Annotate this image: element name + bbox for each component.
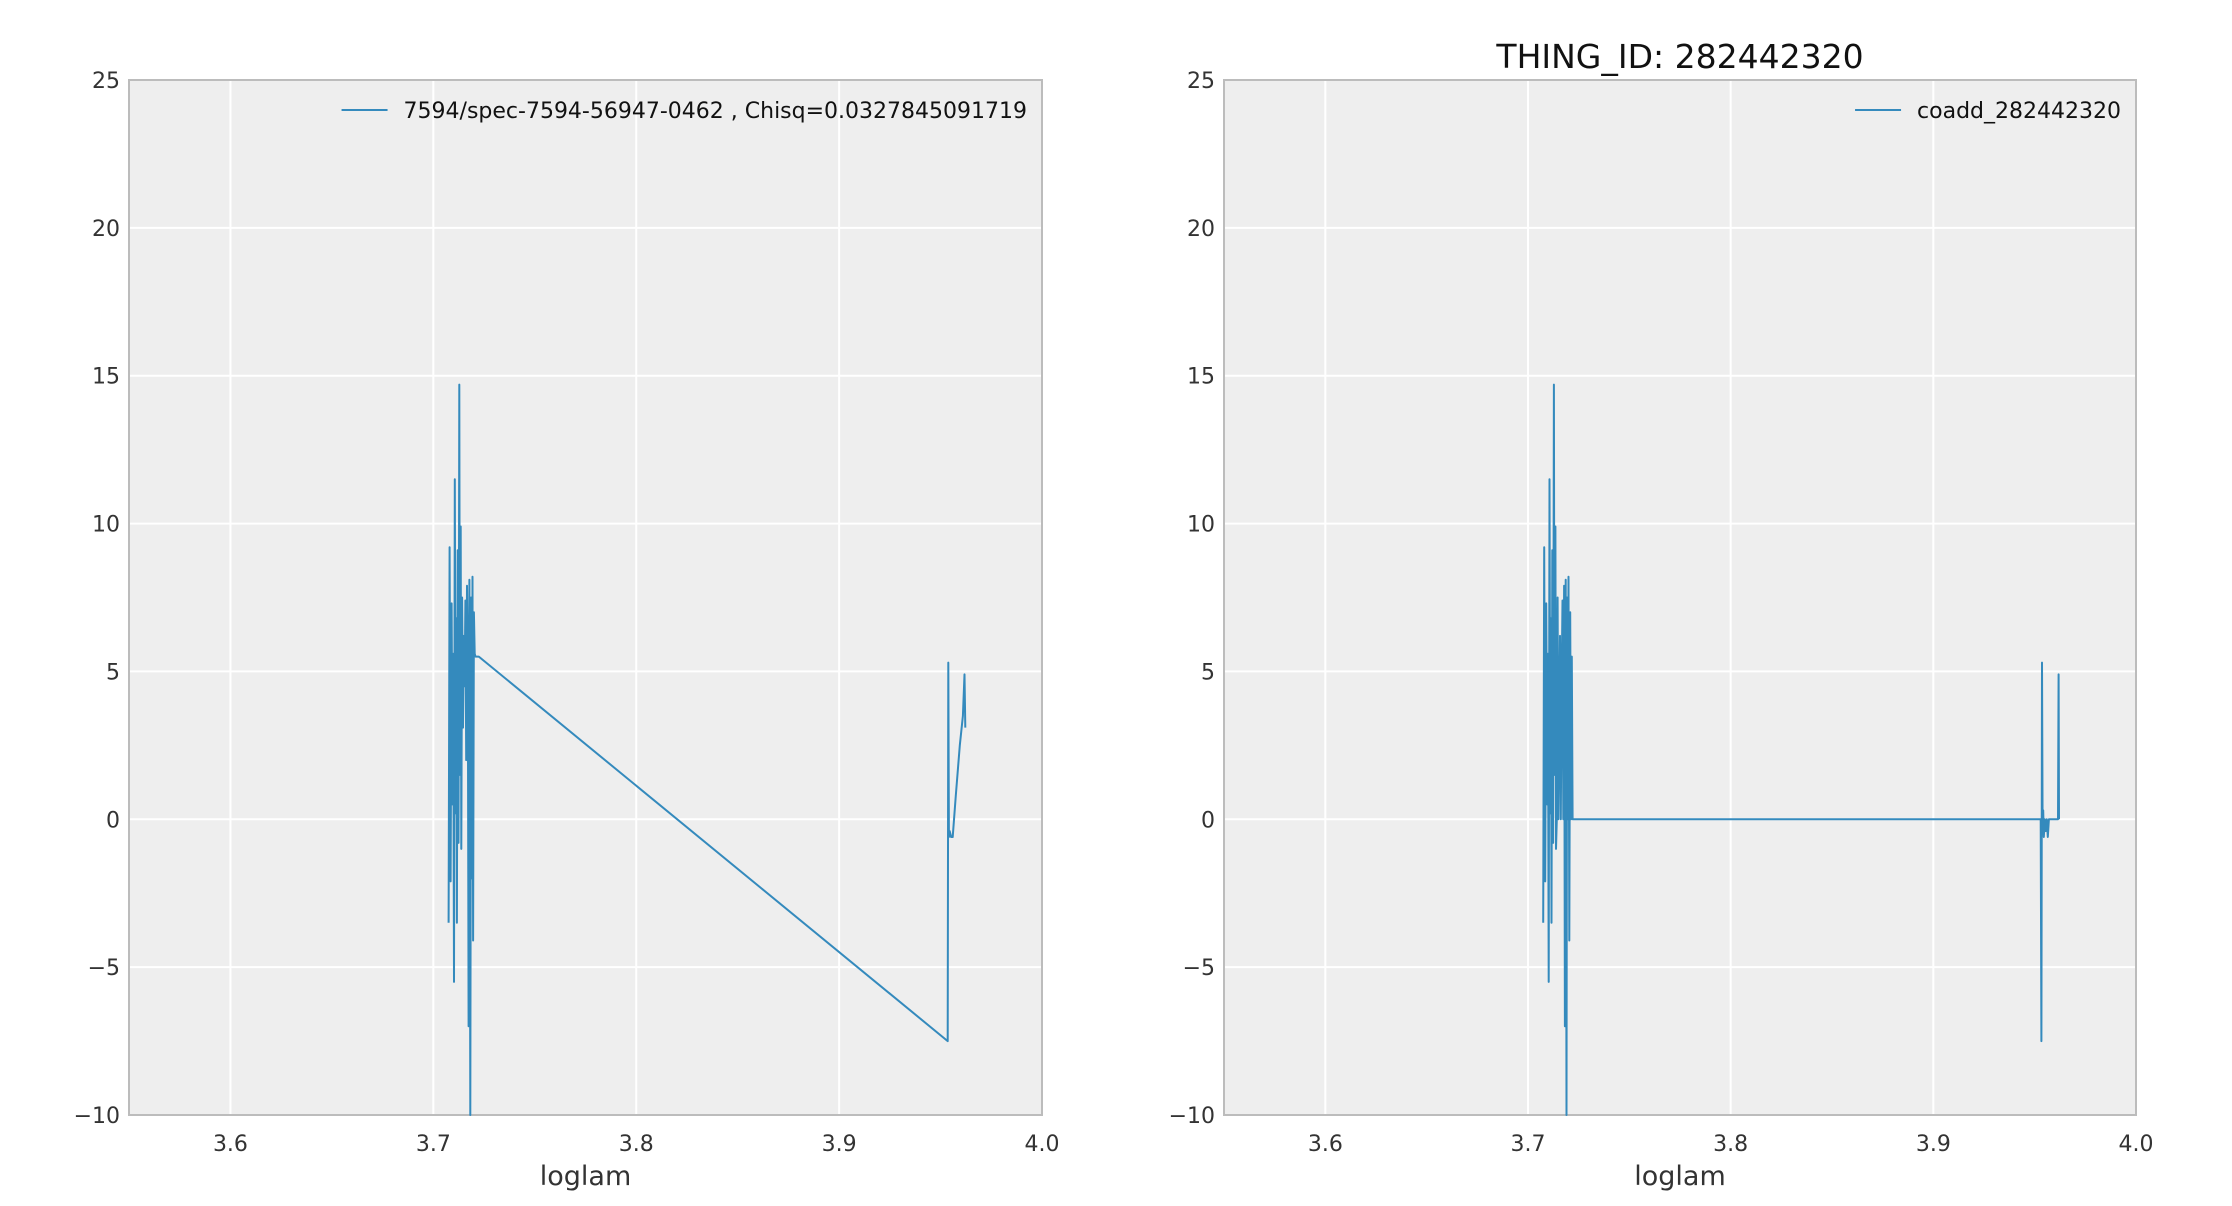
x-tick-label: 3.6: [213, 1132, 248, 1157]
legend-label: coadd_282442320: [1917, 99, 2121, 124]
y-tick-label: 10: [92, 513, 120, 538]
series-line: [447, 383, 967, 1116]
y-tick-label: 5: [1201, 660, 1215, 685]
x-tick-label: 4.0: [2119, 1132, 2154, 1157]
y-tick-label: 10: [1187, 513, 1215, 538]
x-tick-label: 3.8: [1713, 1132, 1748, 1157]
y-tick-label: −5: [88, 956, 120, 981]
y-tick-label: −10: [1169, 1104, 1215, 1129]
x-axis-label: loglam: [1634, 1161, 1726, 1192]
y-tick-label: 0: [106, 808, 120, 833]
y-tick-label: 20: [1187, 217, 1215, 242]
plot-area: [1224, 80, 2136, 1115]
y-tick-label: 25: [1187, 69, 1215, 94]
x-tick-label: 3.9: [1916, 1132, 1951, 1157]
series-line: [1542, 383, 2060, 1116]
y-tick-label: −5: [1183, 956, 1215, 981]
plot-frame: [1223, 79, 2137, 1116]
y-tick-label: 20: [92, 217, 120, 242]
left-plot: 3.6 3.7 3.8 3.9 4.0 −10 −5 0 5 10 15 20 25 loglam 7594…: [74, 69, 1060, 1192]
plot-area: [129, 80, 1042, 1115]
y-tick-label: 25: [92, 69, 120, 94]
x-tick-label: 3.8: [619, 1132, 654, 1157]
y-tick-label: 5: [106, 660, 120, 685]
x-tick-label: 3.7: [1511, 1132, 1546, 1157]
x-tick-label: 3.7: [416, 1132, 451, 1157]
y-tick-label: 15: [92, 365, 120, 390]
legend-label: 7594/spec-7594-56947-0462 , Chisq=0.0327…: [404, 99, 1027, 124]
plot-frame: [128, 79, 1043, 1116]
x-tick-label: 3.6: [1308, 1132, 1343, 1157]
y-tick-label: −10: [74, 1104, 120, 1129]
x-axis-label: loglam: [540, 1161, 632, 1192]
x-tick-label: 3.9: [822, 1132, 857, 1157]
chart-title: THING_ID: 282442320: [1495, 37, 1863, 76]
right-plot: 3.6 3.7 3.8 3.9 4.0 −10 −5 0 5 10 15 20 25 loglam THIN…: [1169, 37, 2154, 1192]
y-tick-label: 0: [1201, 808, 1215, 833]
y-tick-label: 15: [1187, 365, 1215, 390]
x-tick-label: 4.0: [1025, 1132, 1060, 1157]
